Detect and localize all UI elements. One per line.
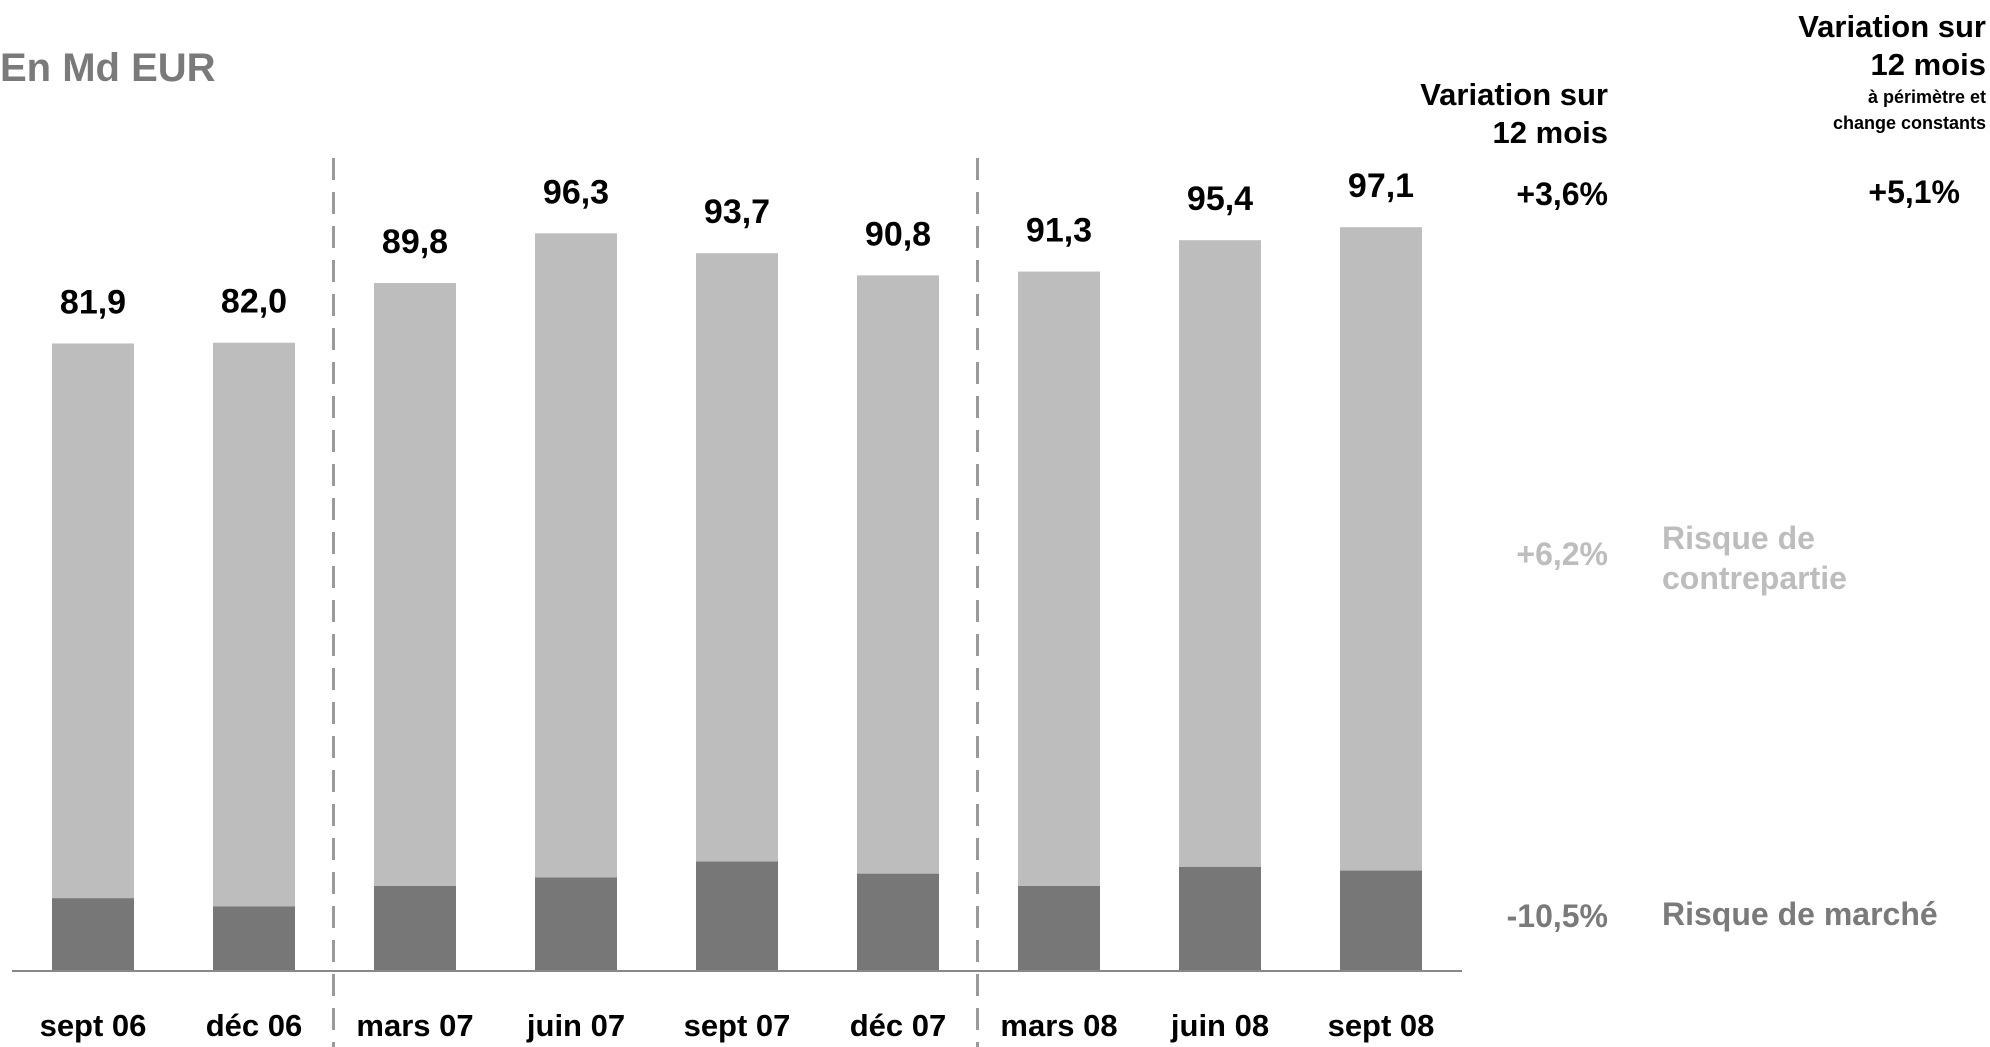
bar-counterparty-3: [535, 233, 617, 878]
x-tick-label-7: juin 08: [1170, 1008, 1269, 1043]
total-variation-12m: +3,6%: [1516, 176, 1608, 212]
bar-counterparty-8: [1340, 227, 1422, 871]
bar-counterparty-5: [857, 275, 939, 874]
bar-market-0: [52, 898, 134, 970]
bar-market-3: [535, 877, 617, 970]
bar-total-label-1: 82,0: [221, 283, 287, 321]
variation-const-header-line2: 12 mois: [1870, 47, 1986, 82]
x-tick-label-1: déc 06: [206, 1008, 303, 1043]
x-tick-label-3: juin 07: [526, 1008, 625, 1043]
unit-label: En Md EUR: [0, 46, 216, 90]
bar-total-label-5: 90,8: [865, 215, 931, 253]
x-tick-label-5: déc 07: [850, 1008, 947, 1043]
bar-market-2: [374, 885, 456, 970]
bar-counterparty-7: [1179, 240, 1261, 867]
bar-counterparty-4: [696, 253, 778, 862]
bar-market-1: [213, 906, 295, 970]
bar-total-label-2: 89,8: [382, 223, 448, 261]
bar-counterparty-0: [52, 343, 134, 899]
variation-const-note-line1: à périmètre et: [1867, 87, 1986, 107]
variation-12m-header: Variation sur 12 mois: [1420, 76, 1608, 152]
legend-counterparty-label: Risque de contrepartie: [1662, 520, 1847, 596]
bar-total-label-8: 97,1: [1348, 167, 1414, 205]
bar-total-label-4: 93,7: [704, 193, 770, 231]
variation-12m-header-line2: 12 mois: [1492, 115, 1608, 150]
variation-const-header: Variation sur 12 mois à périmètre et cha…: [1726, 8, 1986, 136]
market-variation-12m: -10,5%: [1506, 898, 1608, 934]
x-tick-label-6: mars 08: [1000, 1008, 1117, 1043]
variation-12m-header-line1: Variation sur: [1420, 77, 1608, 112]
bar-market-6: [1018, 885, 1100, 970]
bar-market-5: [857, 873, 939, 970]
x-tick-label-8: sept 08: [1328, 1008, 1435, 1043]
x-tick-label-2: mars 07: [356, 1008, 473, 1043]
bar-total-label-3: 96,3: [543, 173, 609, 211]
bar-counterparty-6: [1018, 271, 1100, 886]
bar-total-label-6: 91,3: [1026, 212, 1092, 250]
bar-counterparty-2: [374, 283, 456, 886]
x-tick-label-4: sept 07: [684, 1008, 791, 1043]
bar-market-4: [696, 861, 778, 970]
variation-const-header-line1: Variation sur: [1798, 9, 1986, 44]
counterparty-variation-12m: +6,2%: [1516, 536, 1608, 572]
variation-const-note-line2: change constants: [1832, 113, 1986, 133]
bar-total-label-0: 81,9: [60, 283, 126, 321]
legend-market-label: Risque de marché: [1662, 896, 1938, 932]
x-tick-label-0: sept 06: [40, 1008, 147, 1043]
total-variation-const: +5,1%: [1868, 174, 1960, 210]
bar-total-label-7: 95,4: [1187, 180, 1253, 218]
bar-market-7: [1179, 866, 1261, 970]
bar-counterparty-1: [213, 342, 295, 907]
bar-market-8: [1340, 870, 1422, 970]
